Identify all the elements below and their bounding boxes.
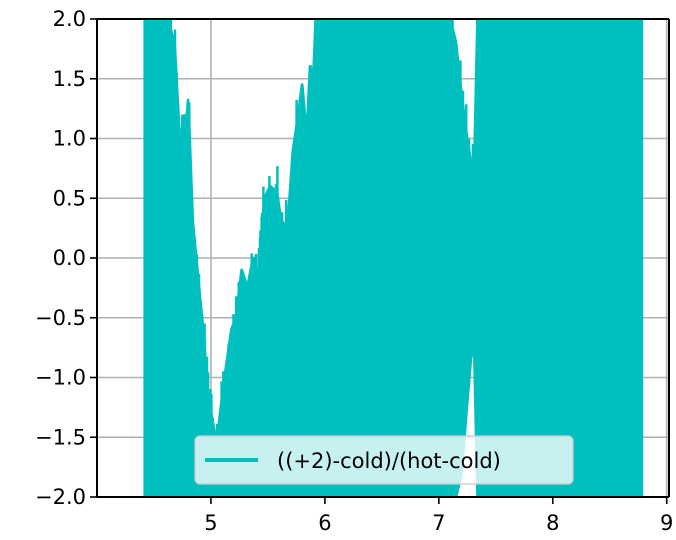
y-tick-label-3: −0.5	[35, 306, 86, 330]
y-tick-label-1: −1.5	[35, 425, 86, 449]
y-tick-label-2: −1.0	[35, 366, 86, 390]
x-tick-label-0: 5	[204, 511, 217, 535]
x-tick-label-2: 7	[432, 511, 445, 535]
y-tick-label-5: 0.5	[53, 186, 86, 210]
y-tick-label-8: 2.0	[53, 7, 86, 31]
x-tick-label-1: 6	[318, 511, 331, 535]
y-tick-label-7: 1.5	[53, 67, 86, 91]
y-tick-label-0: −2.0	[35, 485, 86, 509]
axis-ticks: 5 6 7 8 9 −2.0 −1.5 −1.0 −0.5 0.0 0.5 1.0 1.5 2.0	[35, 7, 673, 535]
legend-label-0: ((+2)-cold)/(hot-cold)	[277, 449, 501, 473]
x-tick-label-4: 9	[660, 511, 673, 535]
y-tick-label-4: 0.0	[53, 246, 86, 270]
legend-box	[194, 435, 574, 485]
y-tick-label-6: 1.0	[53, 127, 86, 151]
x-tick-label-3: 8	[546, 511, 559, 535]
legend: ((+2)-cold)/(hot-cold)	[194, 435, 574, 485]
